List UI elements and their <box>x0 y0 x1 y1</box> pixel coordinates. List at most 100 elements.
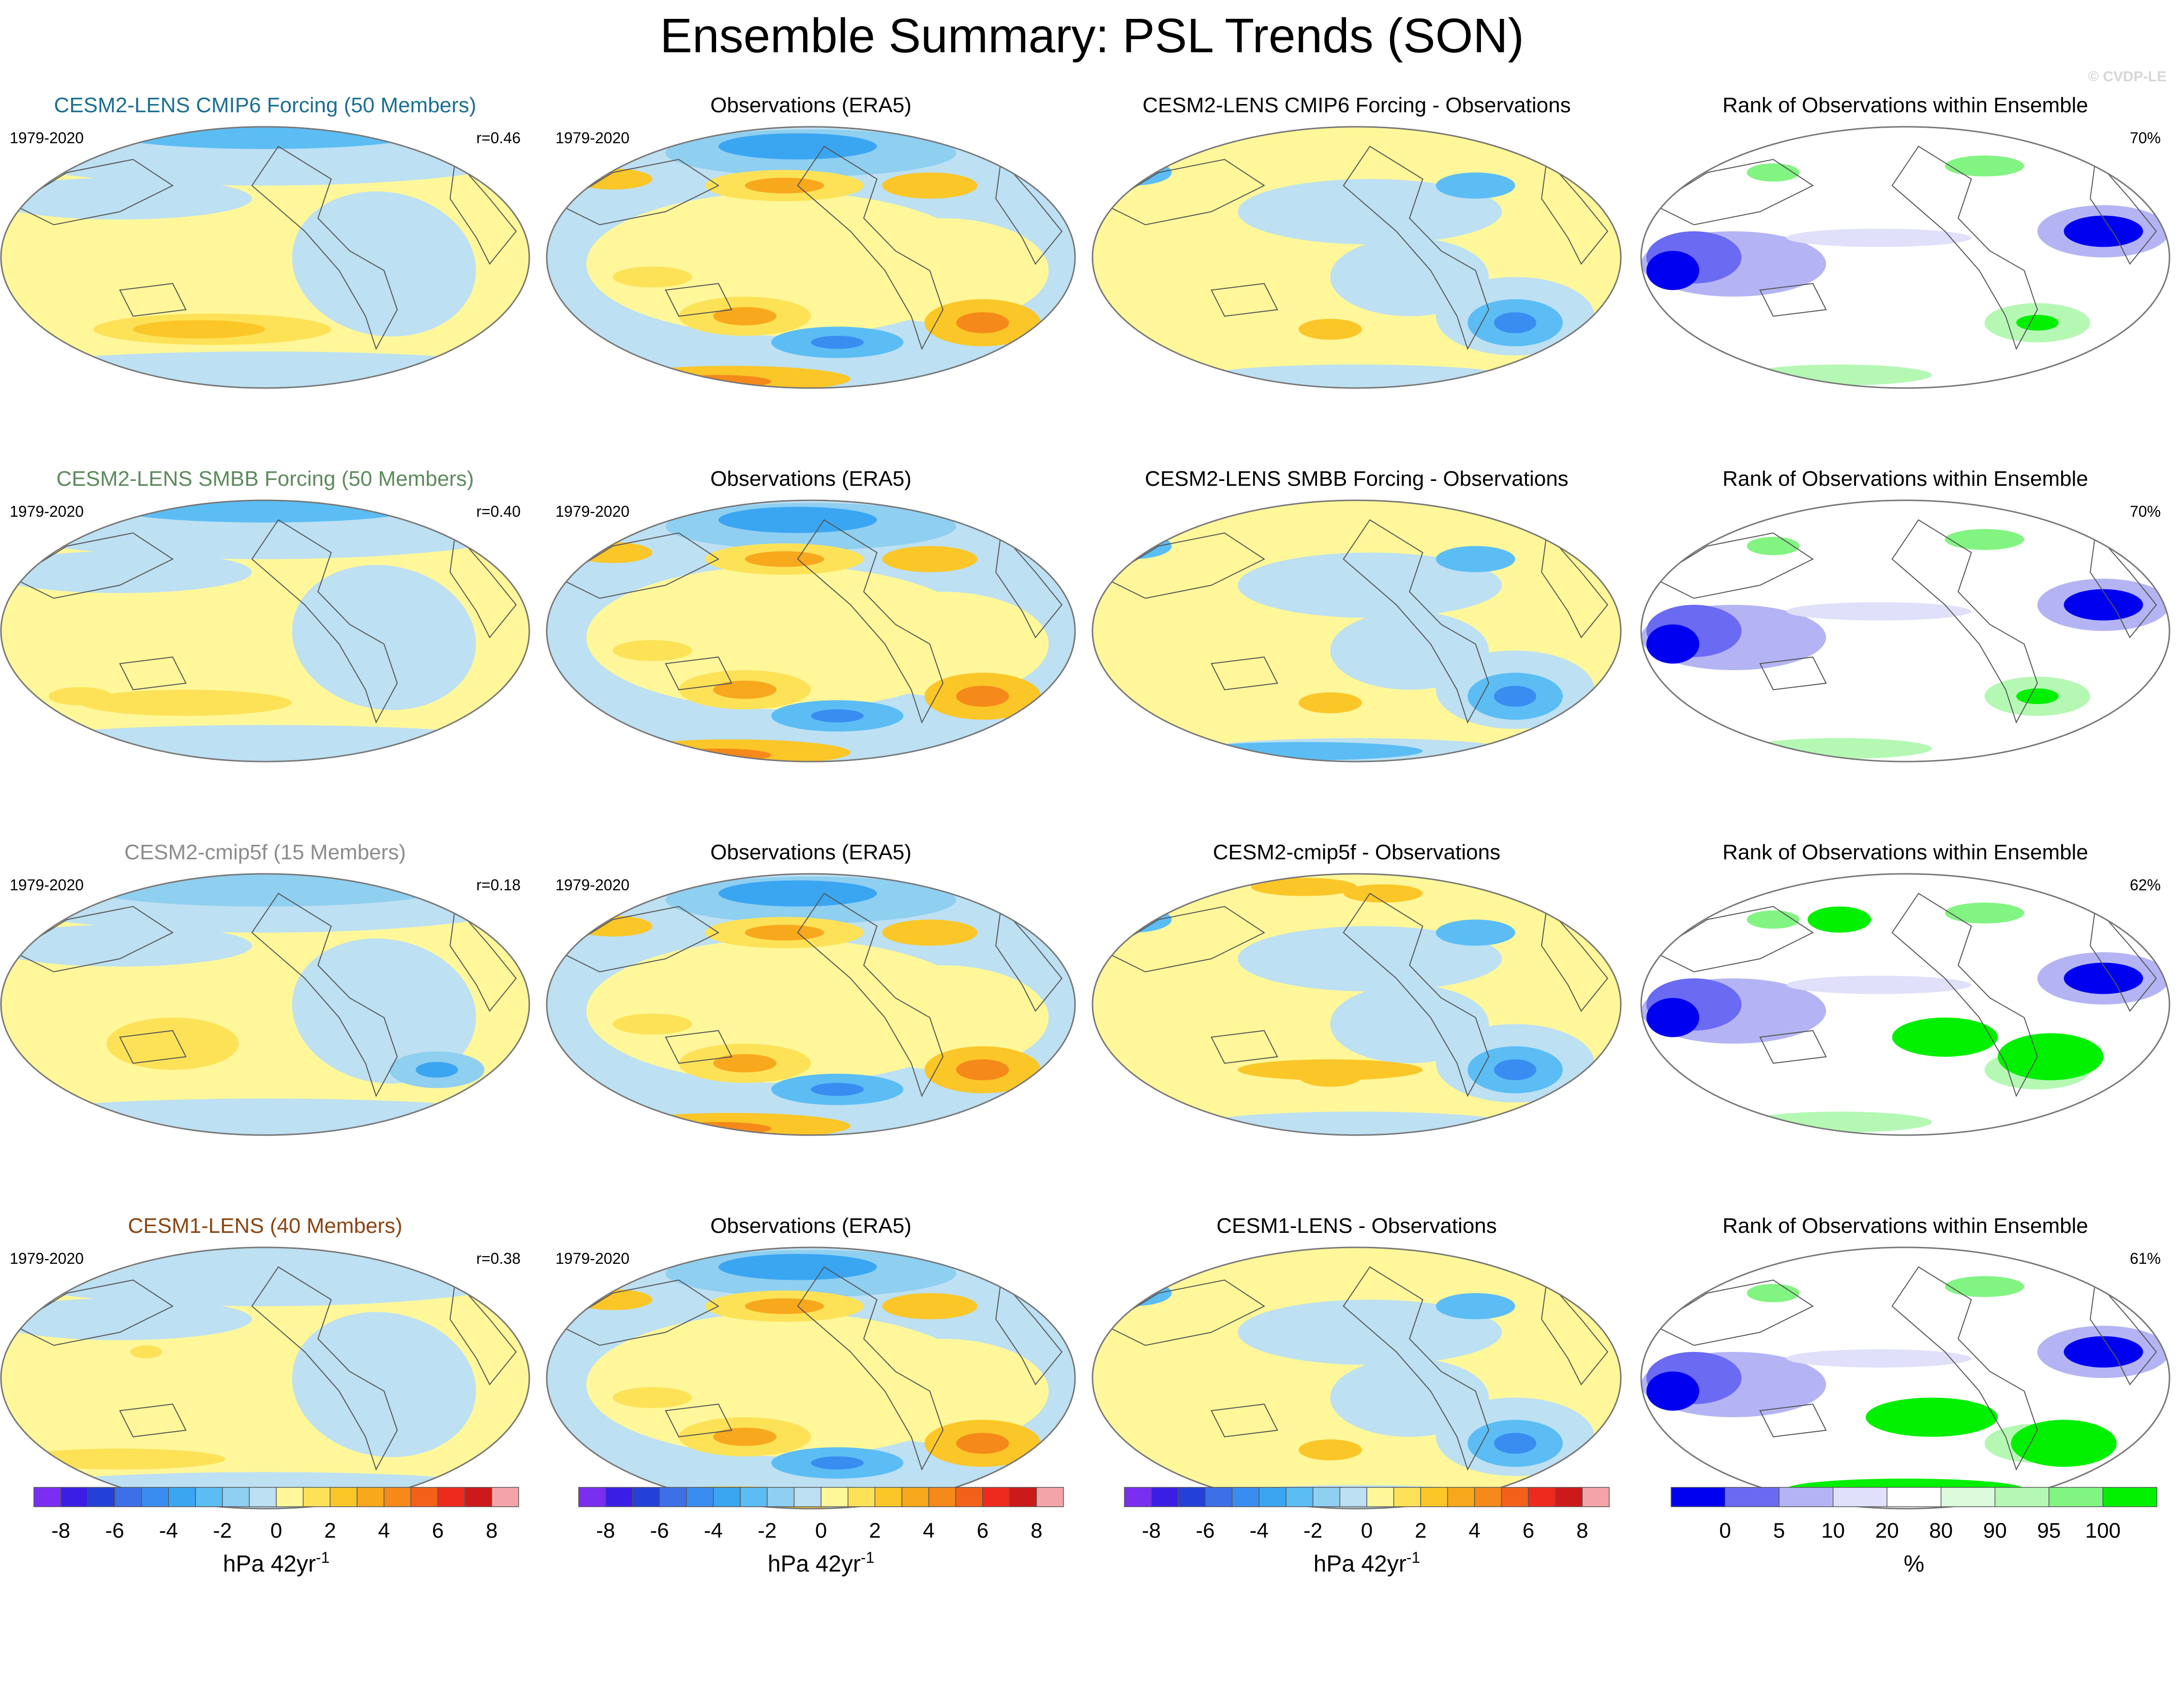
contour-blob <box>1251 878 1357 896</box>
contour-blob <box>1945 155 2024 177</box>
contour-blob <box>882 172 977 199</box>
panel-title: CESM2-LENS CMIP6 Forcing - Observations <box>1142 93 1571 117</box>
coastline <box>2090 532 2157 639</box>
colorbar-box <box>410 1487 438 1507</box>
colorbar-units: hPa 42yr-1 <box>768 1549 875 1577</box>
colorbar-box <box>1178 1487 1206 1507</box>
contour-blob <box>1494 1059 1537 1080</box>
panel-title: CESM2-LENS CMIP6 Forcing (50 Members) <box>54 93 477 117</box>
contour-blob <box>1747 163 1800 182</box>
colorbar-box <box>1886 1487 1942 1507</box>
contour-blob <box>613 1387 692 1408</box>
colorbar-tick-label: 2 <box>869 1519 881 1543</box>
map-panel: CESM2-cmip5f (15 Members) 1979-2020 r=0.18 <box>0 840 530 1136</box>
rank-percent: 61% <box>2130 1250 2161 1267</box>
panel-title: CESM2-cmip5f (15 Members) <box>124 840 406 864</box>
map-border <box>1092 126 1622 389</box>
colorbar-box <box>1231 1487 1260 1507</box>
map-border <box>546 126 1076 389</box>
map-border <box>0 126 530 389</box>
copyright-label: © CVDP-LE <box>2088 69 2167 85</box>
colorbar-tick-label: -4 <box>704 1519 723 1543</box>
colorbar-box <box>847 1487 876 1507</box>
colorbar-box <box>141 1487 169 1507</box>
contour-blob <box>1945 902 2024 924</box>
colorbar-box <box>740 1487 768 1507</box>
colorbar-box <box>901 1487 929 1507</box>
contour-blob <box>2016 688 2059 704</box>
coastline <box>1105 532 1265 599</box>
coastline <box>1759 1030 1827 1064</box>
coastline <box>251 519 398 724</box>
pattern-correlation: r=0.46 <box>476 129 521 147</box>
map-panel: Rank of Observations within Ensemble 70% <box>1640 93 2170 389</box>
map-border <box>1640 1246 2170 1510</box>
contour-blob <box>837 218 1049 323</box>
map-border <box>0 1246 530 1510</box>
period-label: 1979-2020 <box>10 129 84 147</box>
colorbar-rank: 0 5 10 20 80 90 95 100% <box>1671 1487 2157 1577</box>
colorbar-units-exponent: -1 <box>861 1549 874 1566</box>
map-field <box>1 874 529 1135</box>
colorbar-units-exponent: -1 <box>1406 1549 1420 1566</box>
contour-blob <box>745 925 824 941</box>
map-panel: Observations (ERA5) 1979-2020 <box>546 1214 1076 1510</box>
map-panel: Observations (ERA5) 1979-2020 <box>546 840 1076 1136</box>
contour-blob <box>1 178 252 220</box>
rank-percent: 70% <box>2130 129 2161 147</box>
rank-percent: 70% <box>2130 503 2161 520</box>
map-panel: CESM2-LENS CMIP6 Forcing (50 Members) 197… <box>0 93 530 389</box>
map-field <box>547 1247 1075 1509</box>
contour-blob <box>1945 1276 2024 1297</box>
contour-blob <box>956 686 1009 707</box>
map-border <box>546 1246 1076 1510</box>
coastline <box>1211 283 1278 317</box>
coastline <box>251 146 398 350</box>
contour-blob <box>416 1062 458 1078</box>
colorbar-units: hPa 42yr-1 <box>1314 1549 1421 1577</box>
contour-blob <box>1436 172 1515 199</box>
contour-blob <box>1298 1439 1362 1461</box>
contour-blob <box>745 1298 824 1314</box>
colorbar-tick-label: -8 <box>51 1519 70 1543</box>
contour-blob <box>1786 228 1972 247</box>
period-label: 1979-2020 <box>555 1250 629 1267</box>
panel-title: Rank of Observations within Ensemble <box>1722 840 2088 864</box>
contour-blob <box>1238 1300 1502 1365</box>
panel-title: CESM2-cmip5f - Observations <box>1213 840 1500 864</box>
coastline <box>1541 158 1608 265</box>
colorbar-tick-label: -4 <box>159 1519 178 1543</box>
colorbar-tick-label: 2 <box>1415 1519 1426 1543</box>
colorbar-units-exponent: -1 <box>316 1549 329 1566</box>
coastline <box>995 158 1062 265</box>
panel-title: Observations (ERA5) <box>710 93 912 117</box>
contour-blob <box>1494 312 1537 333</box>
colorbar-tick-label: 2 <box>324 1519 336 1543</box>
map-panel: Observations (ERA5) 1979-2020 <box>546 93 1076 389</box>
map-field <box>1092 127 1621 388</box>
coastline <box>251 1266 398 1471</box>
panel-title: Rank of Observations within Ensemble <box>1722 93 2088 117</box>
colorbar-tick-label: 0 <box>1719 1519 1731 1543</box>
colorbar-box <box>928 1487 957 1507</box>
pattern-correlation: r=0.18 <box>476 876 521 894</box>
map-border <box>1640 499 2170 763</box>
contour-blob <box>665 749 772 762</box>
coastline <box>13 159 174 225</box>
contour-blob <box>837 1339 1049 1443</box>
map-panel: Observations (ERA5) 1979-2020 <box>546 467 1076 763</box>
coastline <box>1211 1030 1278 1064</box>
colorbar-tick-label: 6 <box>1523 1519 1534 1543</box>
contour-blob <box>1 725 529 762</box>
contour-blob <box>1786 602 1972 621</box>
map-panel: Rank of Observations within Ensemble 61% <box>1640 1214 2170 1510</box>
colorbar-box <box>437 1487 465 1507</box>
colorbar-box <box>955 1487 983 1507</box>
coastline <box>1211 656 1278 690</box>
contour-blob <box>292 565 476 710</box>
coastline <box>1759 656 1827 690</box>
colorbar-box <box>1124 1487 1152 1507</box>
panel-title: CESM2-LENS SMBB Forcing - Observations <box>1145 467 1568 491</box>
coastline <box>559 1279 719 1346</box>
panel-title: Rank of Observations within Ensemble <box>1722 1214 2088 1238</box>
